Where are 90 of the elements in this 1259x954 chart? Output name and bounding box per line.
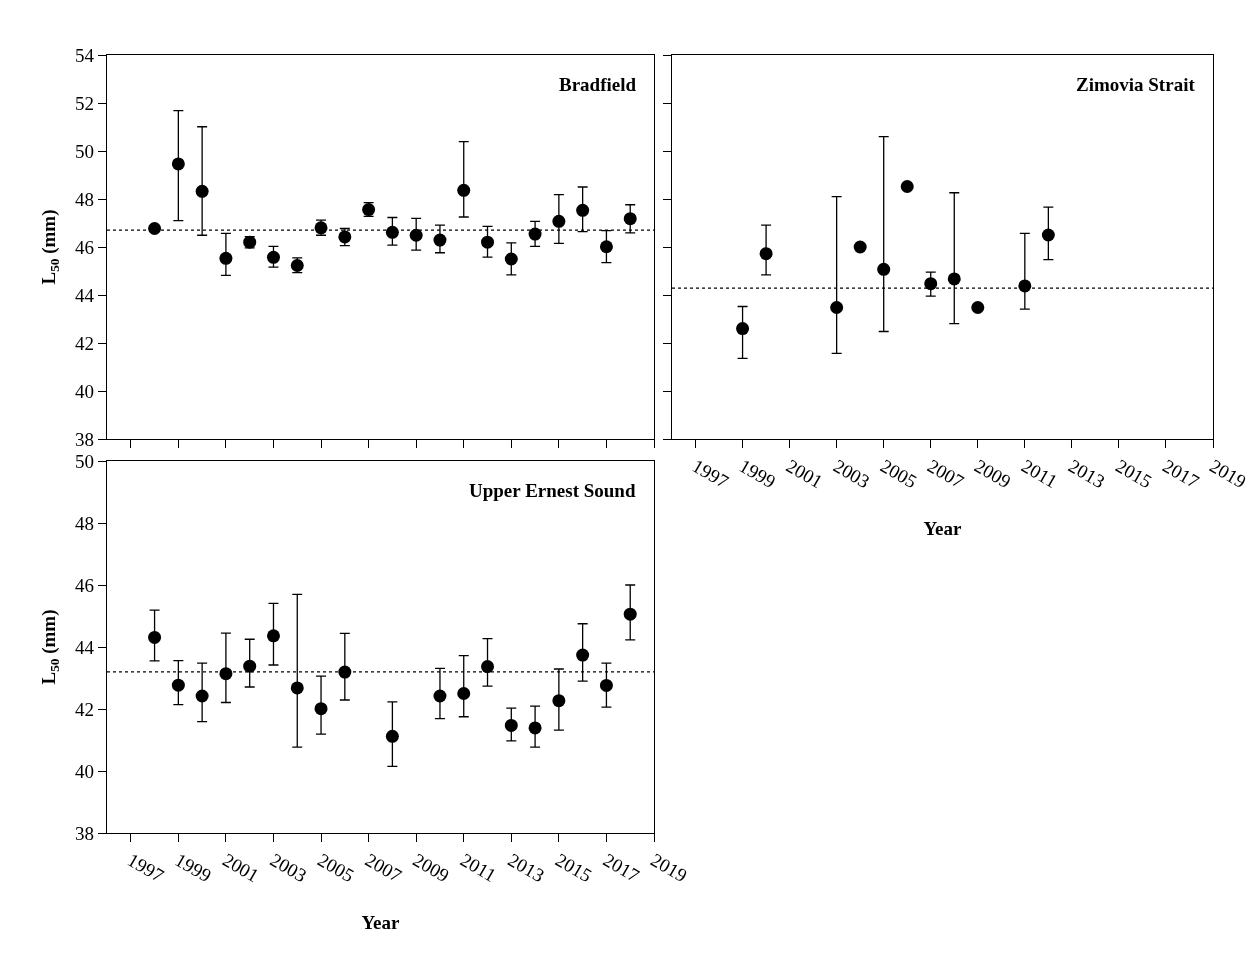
x-tick-label: 1997: [688, 455, 733, 493]
y-tick-label: 48: [74, 512, 94, 534]
point: [576, 648, 590, 662]
x-tick-label: 2013: [1065, 455, 1109, 493]
point: [338, 665, 352, 679]
y-tick-label: 38: [74, 822, 94, 844]
point: [877, 262, 891, 276]
point: [219, 251, 233, 265]
y-tick-label: 38: [74, 428, 94, 450]
point: [219, 667, 233, 681]
point: [433, 689, 447, 703]
x-tick-label: 2017: [599, 849, 644, 887]
point: [314, 702, 328, 716]
x-axis-title: Year: [361, 911, 401, 933]
point: [266, 629, 280, 643]
point: [195, 689, 209, 703]
point: [433, 233, 447, 247]
x-tick-label: 2001: [219, 849, 263, 887]
point: [900, 180, 914, 194]
x-tick-label: 2007: [361, 849, 406, 887]
point: [385, 729, 399, 743]
x-tick-label: 2009: [409, 849, 453, 887]
y-tick-label: 50: [74, 140, 94, 162]
y-tick-label: 52: [74, 92, 94, 114]
y-tick-label: 46: [74, 236, 94, 258]
x-tick-label: 2001: [782, 455, 827, 493]
x-tick-label: 2011: [456, 849, 500, 886]
y-tick-label: 54: [74, 44, 95, 66]
point: [830, 300, 844, 314]
y-tick-label: 50: [74, 450, 94, 472]
point: [924, 277, 938, 291]
point: [947, 272, 961, 286]
x-tick-label: 1999: [171, 849, 216, 887]
point: [243, 659, 257, 673]
point: [736, 322, 750, 336]
x-tick-label: 2005: [876, 455, 921, 493]
point: [504, 718, 518, 732]
x-tick-label: 2017: [1159, 455, 1203, 493]
point: [1041, 228, 1055, 242]
point: [623, 212, 637, 226]
y-tick-label: 44: [74, 636, 95, 658]
point: [266, 250, 280, 264]
point: [457, 183, 471, 197]
x-tick-label: 2005: [314, 849, 358, 887]
point: [171, 157, 185, 171]
x-tick-label: 2019: [1206, 455, 1250, 493]
y-tick-label: 48: [74, 188, 94, 210]
x-tick-label: 1997: [124, 849, 168, 887]
point: [528, 227, 542, 241]
point: [971, 300, 985, 314]
point: [148, 630, 162, 644]
y-tick-label: 40: [74, 760, 94, 782]
point: [290, 681, 304, 695]
point: [504, 252, 518, 266]
point: [552, 214, 566, 228]
x-tick-label: 2015: [1112, 455, 1156, 493]
y-tick-label: 40: [74, 380, 94, 402]
y-tick-label: 42: [74, 698, 94, 720]
x-tick-label: 2011: [1018, 455, 1061, 492]
point: [599, 240, 613, 254]
text: Zimovia Strait: [1076, 74, 1196, 95]
x-tick-label: 2015: [552, 849, 596, 887]
point: [481, 235, 495, 249]
point: [528, 721, 542, 735]
x-tick-label: 1999: [735, 455, 780, 493]
text: Upper Ernest Sound: [469, 480, 636, 501]
point: [759, 247, 773, 261]
point: [853, 240, 867, 254]
x-tick-label: 2003: [266, 849, 311, 887]
point: [552, 694, 566, 708]
x-tick-label: 2009: [971, 455, 1015, 493]
point: [599, 678, 613, 692]
x-tick-label: 2019: [647, 849, 691, 887]
x-tick-label: 2013: [504, 849, 548, 887]
point: [576, 203, 590, 217]
point: [623, 607, 637, 621]
y-tick-label: 42: [74, 332, 94, 354]
point: [481, 660, 495, 674]
point: [409, 228, 423, 242]
x-tick-label: 2003: [829, 455, 874, 493]
y-tick-label: 46: [74, 574, 94, 596]
point: [385, 225, 399, 239]
point: [457, 687, 471, 700]
x-axis-title: Year: [923, 517, 963, 539]
x-tick-label: 2007: [923, 455, 968, 493]
y-tick-label: 44: [74, 284, 95, 306]
point: [171, 678, 185, 692]
text: Bradfield: [559, 74, 637, 95]
point: [148, 222, 162, 236]
point: [195, 184, 209, 198]
